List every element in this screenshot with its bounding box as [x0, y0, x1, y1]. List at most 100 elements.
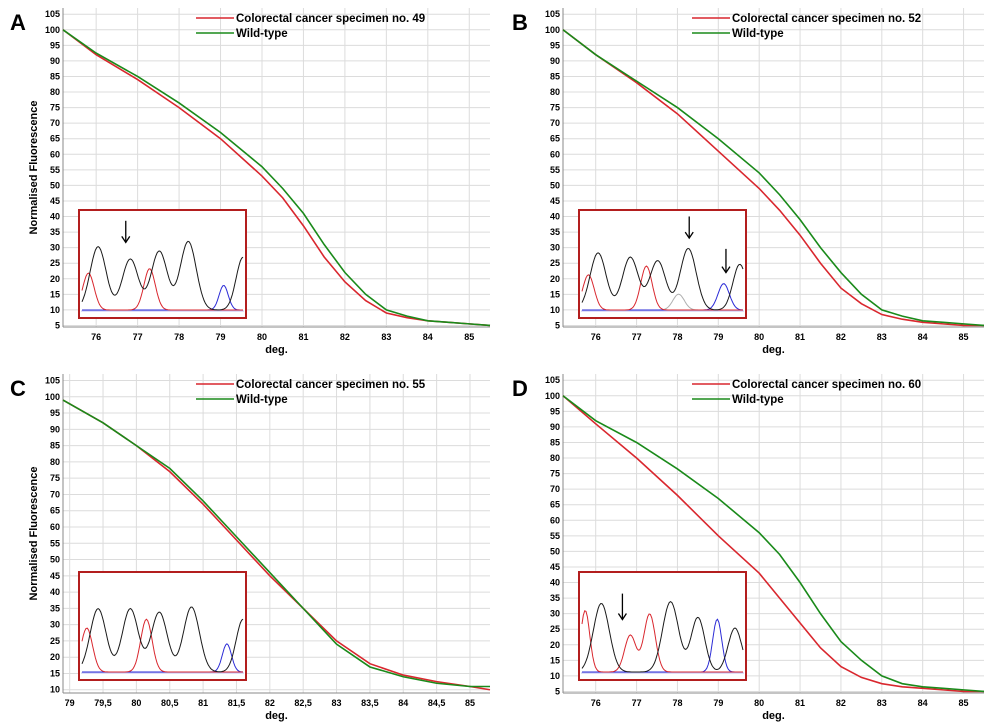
- y-tick-label: 40: [50, 212, 60, 222]
- y-tick-label: 55: [50, 538, 60, 548]
- x-tick-label: 76: [591, 332, 601, 342]
- y-tick-label: 60: [550, 149, 560, 159]
- x-tick-label: 79: [65, 698, 75, 708]
- inset-frame: [578, 209, 747, 319]
- series-line-specimen: [562, 395, 984, 693]
- panel-label: B: [512, 10, 528, 35]
- y-tick-label: 70: [550, 484, 560, 494]
- x-tick-label: 81,5: [228, 698, 246, 708]
- x-tick-label: 81: [795, 332, 805, 342]
- x-tick-label: 80: [754, 332, 764, 342]
- y-tick-label: 15: [550, 289, 560, 299]
- panel-D: 5 10 15 20 25 30 35 40 45 50 55 60 65 70 75 80 85 90 95 100…: [512, 374, 984, 722]
- y-tick-label: 35: [50, 227, 60, 237]
- inset-arrow-head: [684, 231, 694, 240]
- sequencing-inset: [78, 571, 247, 681]
- y-tick-label: 60: [50, 522, 60, 532]
- y-tick-label: 25: [550, 624, 560, 634]
- x-tick-label: 82: [340, 332, 350, 342]
- y-tick-label: 50: [50, 555, 60, 565]
- sequencing-inset: [578, 209, 747, 319]
- legend-entry: Wild-type: [236, 394, 288, 406]
- x-tick-label: 83,5: [361, 698, 379, 708]
- y-tick-label: 30: [550, 243, 560, 253]
- y-tick-label: 100: [45, 392, 60, 402]
- y-tick-label: 95: [50, 40, 60, 50]
- y-tick-label: 90: [550, 422, 560, 432]
- x-tick-label: 84,5: [428, 698, 446, 708]
- x-tick-label: 83: [877, 698, 887, 708]
- y-tick-label: 15: [50, 289, 60, 299]
- y-tick-label: 65: [550, 500, 560, 510]
- y-tick-label: 5: [555, 320, 560, 330]
- y-tick-label: 100: [45, 25, 60, 35]
- x-tick-label: 78: [672, 698, 682, 708]
- inset-trace-red: [81, 618, 243, 673]
- y-tick-label: 20: [550, 640, 560, 650]
- y-tick-label: 80: [550, 453, 560, 463]
- inset-arrow-head: [121, 236, 131, 244]
- y-tick-label: 100: [545, 25, 560, 35]
- x-tick-label: 82,5: [294, 698, 312, 708]
- y-tick-label: 55: [550, 165, 560, 175]
- y-tick-label: 50: [50, 180, 60, 190]
- x-tick-label: 82: [265, 698, 275, 708]
- legend-entry: Wild-type: [732, 28, 784, 40]
- y-tick-label: 85: [550, 71, 560, 81]
- y-tick-label: 55: [550, 531, 560, 541]
- panel-A: 5 10 15 20 25 30 35 40 45 50 55 60 65 70 75 80 85 90 95 100…: [10, 8, 491, 356]
- x-tick-label: 81: [198, 698, 208, 708]
- x-tick-label: 79: [216, 332, 226, 342]
- y-tick-label: 15: [550, 655, 560, 665]
- y-tick-label: 25: [50, 258, 60, 268]
- inset-frame: [578, 571, 747, 681]
- y-tick-label: 10: [50, 685, 60, 695]
- series-line-wild-type: [62, 399, 490, 688]
- x-tick-label: 85: [959, 698, 969, 708]
- y-tick-label: 40: [550, 578, 560, 588]
- panel-label: D: [512, 376, 528, 401]
- x-tick-label: 83: [877, 332, 887, 342]
- y-tick-label: 15: [50, 668, 60, 678]
- panel-B: 5 10 15 20 25 30 35 40 45 50 55 60 65 70 75 80 85 90 95 100…: [512, 8, 984, 356]
- series-line-wild-type: [562, 29, 984, 327]
- x-tick-label: 85: [959, 332, 969, 342]
- x-tick-label: 85: [465, 698, 475, 708]
- y-tick-label: 20: [50, 274, 60, 284]
- inset-frame: [78, 571, 247, 681]
- x-tick-label: 80,5: [161, 698, 179, 708]
- x-tick-label: 76: [91, 332, 101, 342]
- y-tick-label: 25: [50, 636, 60, 646]
- y-tick-label: 5: [55, 320, 60, 330]
- y-tick-label: 105: [545, 9, 560, 19]
- x-tick-label: 78: [672, 332, 682, 342]
- y-tick-label: 75: [50, 473, 60, 483]
- x-tick-label: 84: [398, 698, 408, 708]
- x-tick-label: 76: [591, 698, 601, 708]
- y-tick-label: 35: [50, 603, 60, 613]
- x-tick-label: 77: [632, 332, 642, 342]
- x-tick-label: 84: [918, 698, 928, 708]
- y-tick-label: 50: [550, 546, 560, 556]
- x-tick-label: 80: [754, 698, 764, 708]
- inset-trace-black: [581, 600, 744, 673]
- y-tick-label: 95: [50, 408, 60, 418]
- series-line-specimen: [562, 29, 984, 327]
- x-tick-label: 84: [423, 332, 433, 342]
- panel-label: C: [10, 376, 26, 401]
- y-tick-label: 10: [550, 671, 560, 681]
- inset-trace-black: [81, 240, 244, 311]
- inset-frame: [78, 209, 247, 319]
- legend-entry: Colorectal cancer specimen no. 55: [236, 379, 426, 391]
- y-axis-label: Normalised Fluorescence: [28, 101, 40, 235]
- x-axis-label: deg.: [265, 710, 288, 722]
- legend-entry: Wild-type: [236, 28, 288, 40]
- y-tick-label: 65: [50, 134, 60, 144]
- y-tick-label: 105: [45, 376, 60, 386]
- y-tick-label: 30: [50, 243, 60, 253]
- x-tick-label: 84: [918, 332, 928, 342]
- y-tick-label: 45: [50, 571, 60, 581]
- x-tick-label: 79,5: [94, 698, 112, 708]
- y-tick-label: 40: [50, 587, 60, 597]
- series-line-wild-type: [562, 395, 984, 693]
